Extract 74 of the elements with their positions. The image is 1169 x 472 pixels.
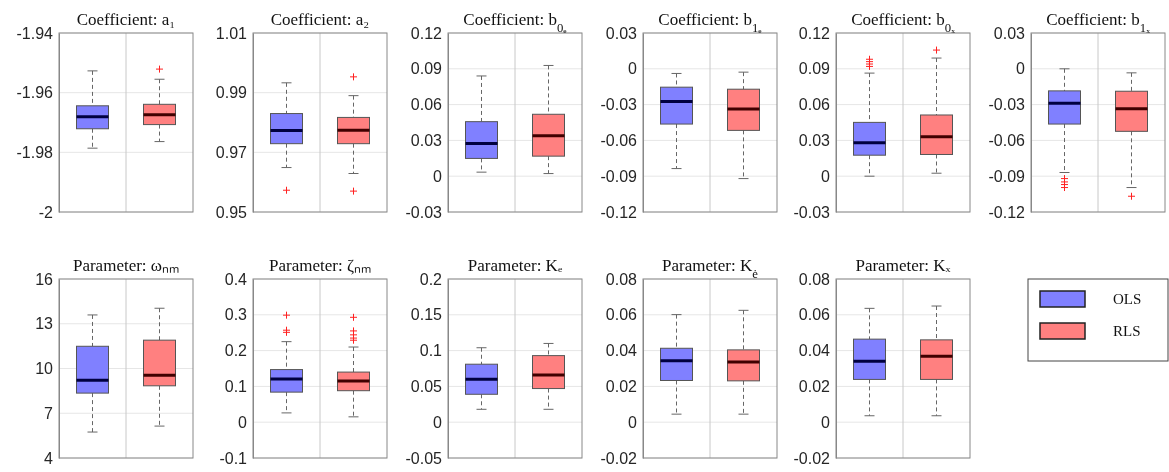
y-tick-label: 0 — [628, 413, 638, 431]
chart-title: Coefficient: b$_{1ₓ}$ — [1046, 10, 1151, 35]
y-tick-label: 0.12 — [410, 24, 443, 42]
y-tick-label: 0 — [433, 413, 443, 431]
chart-title: Coefficient: b$_{0ₓ}$ — [851, 10, 956, 35]
y-tick-label: -0.12 — [988, 203, 1026, 221]
y-tick-label: 0 — [238, 413, 248, 431]
y-tick-label: 10 — [35, 360, 54, 378]
y-tick-label: 0 — [821, 413, 831, 431]
y-tick-label: 0.12 — [798, 24, 831, 42]
y-tick-label: 0.03 — [410, 132, 443, 150]
chart-title: Parameter: K$_{ė}$ — [662, 256, 759, 281]
y-tick-label: 0.04 — [798, 342, 831, 360]
legend-label: RLS — [1113, 323, 1141, 339]
y-tick-label: 0.99 — [215, 84, 248, 102]
chart-title: Parameter: ωₙₘ — [72, 256, 180, 275]
y-tick-label: 0.03 — [605, 24, 638, 42]
y-tick-label: 0.06 — [605, 306, 638, 324]
chart-title: Coefficient: b$_{1ₑ}$ — [658, 10, 763, 35]
y-tick-label: -0.03 — [988, 96, 1026, 114]
y-tick-label: 0.3 — [224, 306, 248, 324]
y-tick-label: 0.03 — [993, 24, 1026, 42]
y-tick-label: 0.97 — [215, 143, 248, 161]
y-tick-label: 4 — [44, 449, 54, 467]
y-tick-label: -1.96 — [16, 84, 54, 102]
y-tick-label: 0 — [1016, 60, 1026, 78]
y-tick-label: -2 — [38, 203, 54, 221]
y-tick-label: -0.12 — [600, 203, 638, 221]
y-tick-label: 0 — [821, 167, 831, 185]
y-tick-label: -0.02 — [600, 449, 638, 467]
y-tick-label: 0.08 — [798, 270, 831, 288]
y-tick-label: -0.09 — [600, 167, 638, 185]
y-tick-label: 0.02 — [605, 378, 638, 396]
y-tick-label: 13 — [35, 315, 54, 333]
y-tick-label: 0.08 — [605, 270, 638, 288]
y-tick-label: 0.02 — [798, 378, 831, 396]
y-tick-label: -0.03 — [600, 96, 638, 114]
y-tick-label: 0.06 — [410, 96, 443, 114]
y-tick-label: 0.95 — [215, 203, 248, 221]
y-tick-label: -1.94 — [16, 24, 54, 42]
y-tick-label: -0.02 — [793, 449, 831, 467]
y-tick-label: 0.05 — [410, 378, 443, 396]
y-tick-label: 0.2 — [224, 342, 248, 360]
y-tick-label: 0.4 — [224, 270, 248, 288]
y-tick-label: 0.06 — [798, 306, 831, 324]
y-tick-label: -0.06 — [600, 132, 638, 150]
y-tick-label: -0.03 — [793, 203, 831, 221]
y-tick-label: 0.06 — [798, 96, 831, 114]
chart-title: Parameter: Kₓ — [855, 256, 951, 275]
y-tick-label: 0 — [433, 167, 443, 185]
y-tick-label: -0.09 — [988, 167, 1026, 185]
chart-title: Parameter: Kₑ — [467, 256, 563, 275]
chart-title: Parameter: ζₙₘ — [269, 256, 371, 275]
y-tick-label: -0.1 — [219, 449, 248, 467]
y-tick-label: 0.1 — [224, 378, 248, 396]
y-tick-label: 0 — [628, 60, 638, 78]
y-tick-label: -1.98 — [16, 143, 54, 161]
y-tick-label: 0.2 — [419, 270, 443, 288]
y-tick-label: -0.03 — [405, 203, 443, 221]
legend-label: OLS — [1113, 291, 1142, 307]
y-tick-label: 7 — [44, 404, 54, 422]
chart-title: Coefficient: b$_{0ₑ}$ — [463, 10, 568, 35]
y-tick-label: 1.01 — [215, 24, 248, 42]
y-tick-label: 0.09 — [798, 60, 831, 78]
y-tick-label: -0.05 — [405, 449, 443, 467]
y-tick-label: 0.09 — [410, 60, 443, 78]
y-tick-label: 0.04 — [605, 342, 638, 360]
chart-title: Coefficient: a₁ — [76, 10, 176, 29]
y-tick-label: 0.1 — [419, 342, 443, 360]
chart-title: Coefficient: a₂ — [270, 10, 370, 29]
y-tick-label: 0.03 — [798, 132, 831, 150]
y-tick-label: 0.15 — [410, 306, 443, 324]
y-tick-label: -0.06 — [988, 132, 1026, 150]
y-tick-label: 16 — [35, 270, 54, 288]
